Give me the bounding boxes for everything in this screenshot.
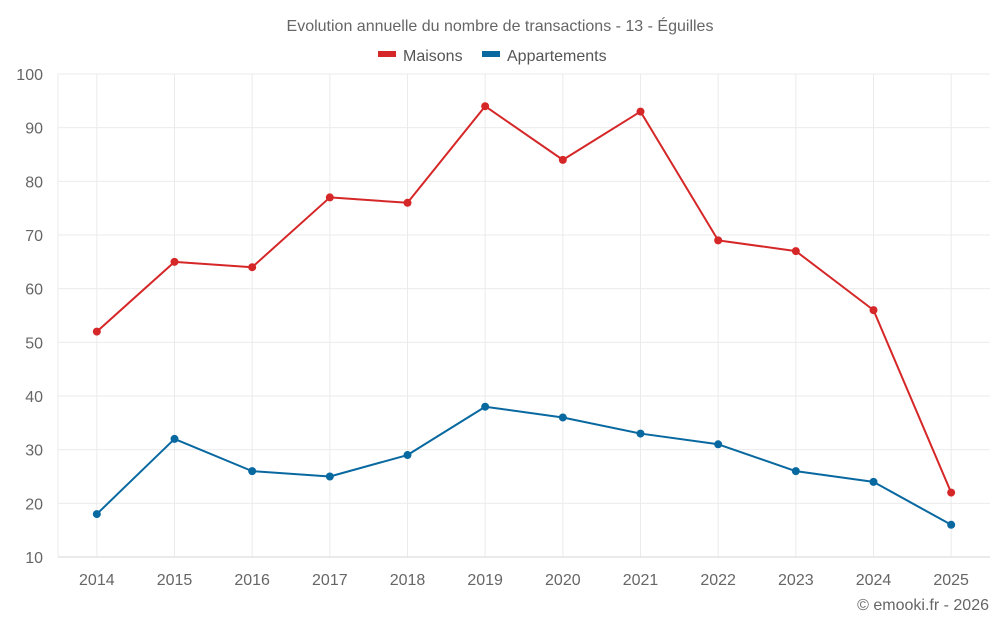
series-maisons [92, 102, 956, 497]
chart-title: Evolution annuelle du nombre de transact… [287, 16, 714, 35]
x-tick-label: 2015 [157, 572, 193, 589]
y-tick-label: 10 [25, 550, 43, 567]
series-line [96, 105, 953, 493]
credit-text: © emooki.fr - 2026 [857, 597, 989, 614]
data-point [947, 520, 956, 529]
y-tick-label: 20 [25, 496, 43, 513]
x-tick-label: 2021 [623, 572, 659, 589]
data-point [325, 472, 334, 481]
legend-item-maisons: Maisons [378, 48, 463, 65]
axes: 10 20 30 40 50 60 70 80 90 100 2014 2015 2016 2017 201… [16, 67, 990, 589]
data-point [403, 198, 412, 207]
data-point [248, 467, 257, 476]
data-point [636, 107, 645, 116]
legend-label: Maisons [403, 48, 463, 65]
data-point [170, 434, 179, 443]
x-tick-label: 2017 [312, 572, 348, 589]
x-tick-label: 2025 [933, 572, 969, 589]
data-point [791, 467, 800, 476]
data-point [558, 413, 567, 422]
x-tick-label: 2024 [856, 572, 892, 589]
y-tick-label: 80 [25, 174, 43, 191]
x-tick-label: 2022 [700, 572, 736, 589]
x-tick-label: 2018 [390, 572, 426, 589]
data-point [325, 193, 334, 202]
data-point [791, 247, 800, 256]
y-tick-label: 30 [25, 443, 43, 460]
y-tick-label: 40 [25, 389, 43, 406]
y-tick-label: 50 [25, 335, 43, 352]
x-tick-label: 2020 [545, 572, 581, 589]
data-point [92, 327, 101, 336]
data-point [636, 429, 645, 438]
data-point [714, 236, 723, 245]
data-point [248, 263, 257, 272]
grid [57, 73, 990, 557]
series-line [96, 405, 952, 526]
data-point [558, 155, 567, 164]
data-point [92, 510, 101, 519]
x-tick-label: 2016 [234, 572, 270, 589]
data-point [714, 440, 723, 449]
y-tick-label: 100 [16, 67, 43, 84]
y-tick-label: 70 [25, 228, 43, 245]
data-point [481, 402, 490, 411]
legend-swatch [482, 51, 500, 57]
y-tick-label: 90 [25, 121, 43, 138]
series-appartements [92, 402, 956, 529]
data-point [481, 102, 490, 111]
data-point [869, 477, 878, 486]
data-point [947, 488, 956, 497]
legend-label: Appartements [507, 48, 607, 65]
x-tick-label: 2023 [778, 572, 814, 589]
data-point [170, 257, 179, 266]
data-point [869, 306, 878, 315]
legend-swatch [378, 51, 396, 57]
x-tick-label: 2014 [79, 572, 115, 589]
x-tick-label: 2019 [467, 572, 503, 589]
data-point [403, 451, 412, 460]
y-tick-label: 60 [25, 282, 43, 299]
series [92, 102, 956, 529]
legend: Maisons Appartements [378, 48, 607, 65]
legend-item-appartements: Appartements [482, 48, 607, 65]
